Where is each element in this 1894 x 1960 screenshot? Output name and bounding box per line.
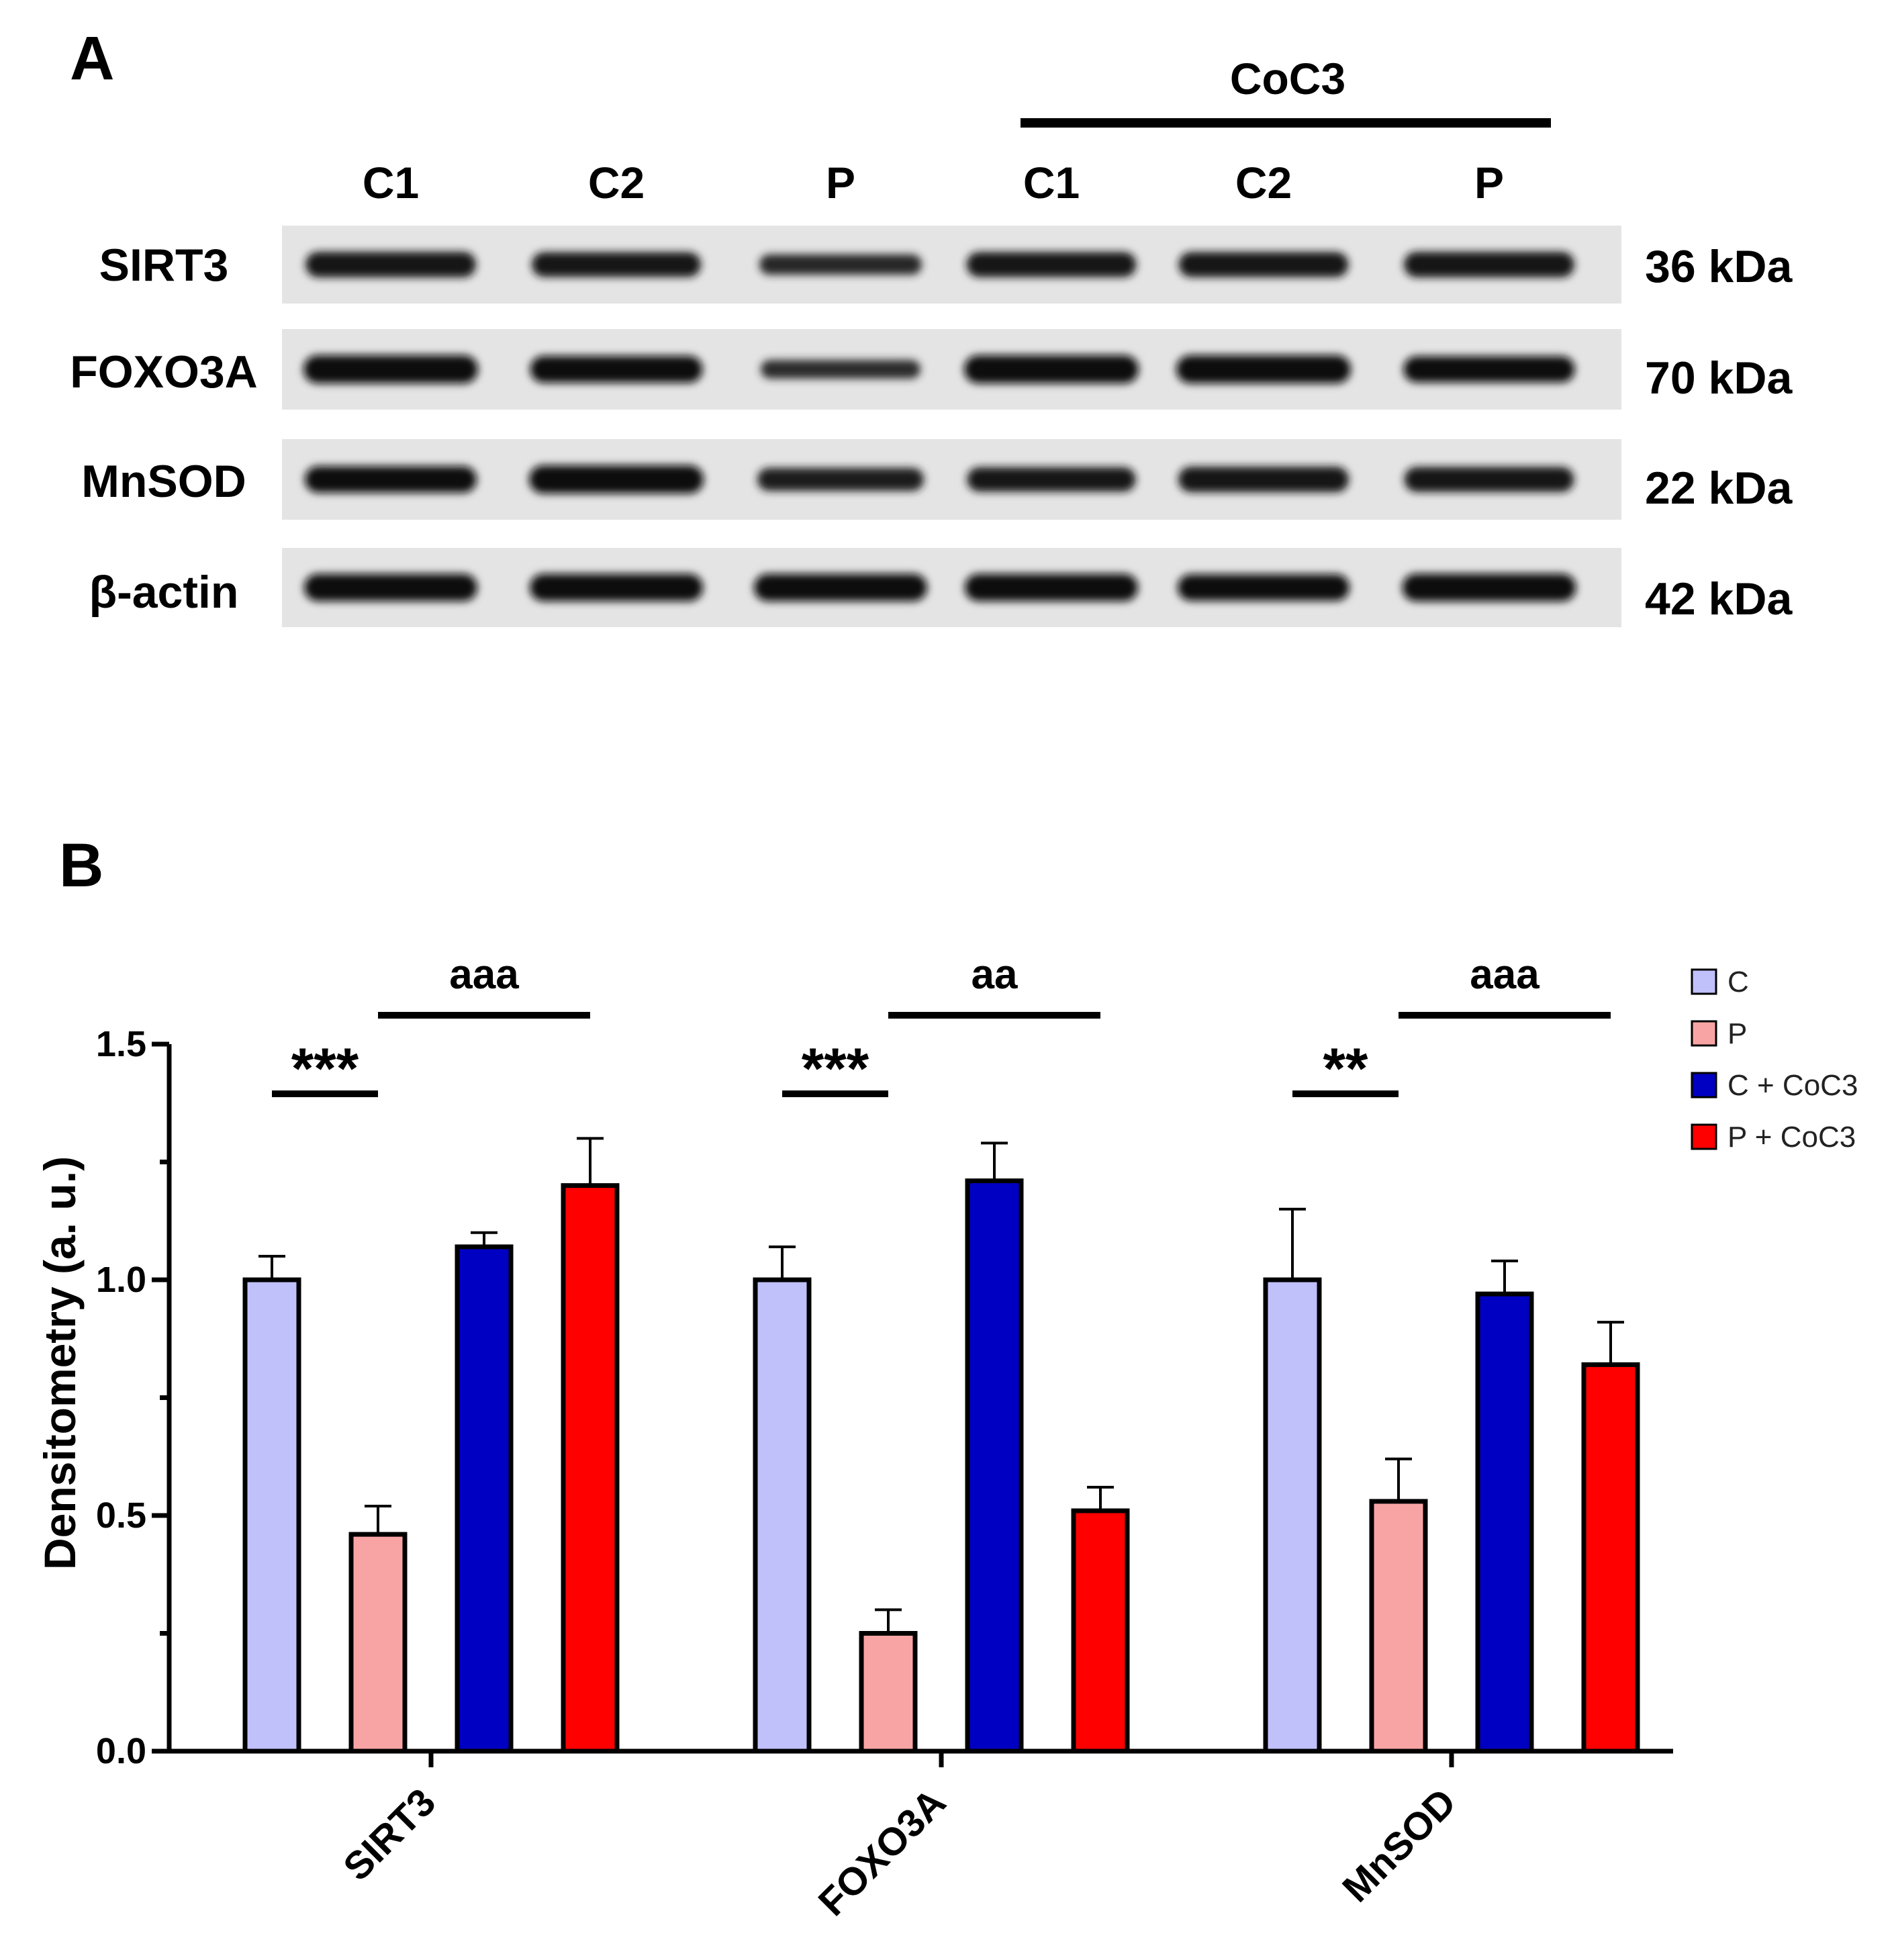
blot-band	[1404, 467, 1574, 492]
western-blots: SIRT3 36 kDa FOXO3A 70 kDa MnSOD 22 kDa β-acti…	[70, 226, 1793, 627]
protein-label: β-actin	[89, 567, 239, 618]
protein-label: FOXO3A	[70, 346, 258, 398]
blot-band	[964, 355, 1139, 383]
y-tick-label: 1.0	[96, 1260, 146, 1300]
lane-label: P	[826, 158, 855, 207]
blot-row: SIRT3 36 kDa	[99, 226, 1793, 304]
blot-band	[530, 573, 703, 602]
bar-chart: 0.0 0.5 1.0 1.5 SIRT3 FOXO3A MnSOD *** aaa *** aa *…	[96, 951, 1673, 1924]
blot-band	[759, 254, 922, 275]
bar	[455, 1244, 514, 1754]
lane-label: C1	[1023, 158, 1080, 207]
blot-row: MnSOD 22 kDa	[81, 439, 1793, 520]
lane-labels: C1 C2 P C1 C2 P	[363, 158, 1504, 207]
significance-label: ***	[802, 1037, 869, 1101]
legend-swatch	[1691, 1020, 1717, 1047]
blot-membrane	[282, 439, 1621, 520]
blot-band	[967, 467, 1136, 492]
legend-swatch	[1691, 1072, 1717, 1099]
blot-band	[305, 251, 476, 278]
protein-label: MnSOD	[81, 456, 246, 507]
molecular-weight-label: 36 kDa	[1645, 241, 1793, 292]
blot-membrane	[282, 329, 1621, 410]
blot-band	[1404, 251, 1574, 278]
x-category-label: SIRT3	[335, 1780, 444, 1889]
significance-label: ***	[291, 1037, 359, 1101]
bar	[1071, 1508, 1130, 1754]
bar	[561, 1183, 620, 1754]
legend-swatch	[1691, 968, 1717, 995]
molecular-weight-label: 22 kDa	[1645, 463, 1793, 514]
bar	[753, 1277, 812, 1754]
blot-band	[529, 465, 704, 494]
legend-label: P	[1727, 1017, 1747, 1050]
blot-band	[1178, 252, 1349, 277]
panel-a-letter: A	[70, 24, 114, 93]
blot-band	[1178, 574, 1350, 601]
significance-label: aaa	[449, 951, 519, 998]
blot-band	[304, 573, 477, 602]
blot-band	[761, 360, 920, 379]
bar	[348, 1532, 408, 1754]
blot-band	[754, 573, 927, 602]
y-axis-title: Densitometry (a. u.)	[35, 1156, 85, 1570]
y-tick-label: 0.5	[96, 1495, 146, 1536]
bar	[1369, 1499, 1428, 1754]
blot-band	[1402, 573, 1576, 602]
blot-band	[303, 355, 478, 383]
panel-a: A CoC3 C1 C2 P C1 C2 P SIRT3 36 kDa FOXO3A 70 kD…	[70, 24, 1793, 627]
molecular-weight-label: 42 kDa	[1645, 573, 1793, 624]
blot-row: β-actin 42 kDa	[89, 548, 1793, 627]
bar	[965, 1178, 1024, 1754]
blot-membrane	[282, 226, 1621, 304]
protein-label: SIRT3	[99, 240, 229, 291]
blot-row: FOXO3A 70 kDa	[70, 329, 1793, 410]
blot-membrane	[282, 548, 1621, 627]
legend: CP C + CoC3 P + CoC3	[1691, 966, 1858, 1154]
y-tick-label: 1.5	[96, 1024, 146, 1064]
blot-band	[1176, 355, 1351, 383]
bar	[242, 1277, 301, 1754]
y-tick-label: 0.0	[96, 1731, 146, 1771]
legend-swatch	[1691, 1123, 1717, 1150]
blot-band	[757, 467, 924, 492]
panel-b-letter: B	[59, 831, 103, 900]
lane-label: P	[1474, 158, 1504, 207]
blot-band	[965, 573, 1138, 602]
legend-label: C + CoC3	[1727, 1069, 1858, 1102]
blot-band	[1403, 356, 1575, 383]
significance-label: aa	[972, 951, 1018, 998]
x-category-label: FOXO3A	[810, 1780, 955, 1924]
blot-band	[305, 466, 477, 493]
panel-b: B Densitometry (a. u.) 0.0 0.5 1.0 1.5 SIRT3…	[35, 831, 1858, 1924]
legend-label: C	[1727, 966, 1749, 998]
coc3-group-label: CoC3	[1230, 54, 1345, 103]
lane-label: C2	[1235, 158, 1292, 207]
bar	[1581, 1362, 1640, 1754]
significance-label: **	[1323, 1037, 1368, 1101]
bar	[1475, 1291, 1534, 1754]
lane-label: C1	[363, 158, 419, 207]
blot-band	[532, 252, 701, 277]
legend-label: P + CoC3	[1727, 1121, 1856, 1154]
molecular-weight-label: 70 kDa	[1645, 353, 1793, 404]
x-category-label: MnSOD	[1334, 1780, 1464, 1910]
blot-band	[966, 252, 1137, 277]
bar	[859, 1631, 918, 1754]
blot-band	[1178, 466, 1349, 493]
lane-label: C2	[588, 158, 645, 207]
bar	[1263, 1277, 1322, 1754]
blot-band	[530, 356, 703, 383]
significance-label: aaa	[1470, 951, 1540, 998]
